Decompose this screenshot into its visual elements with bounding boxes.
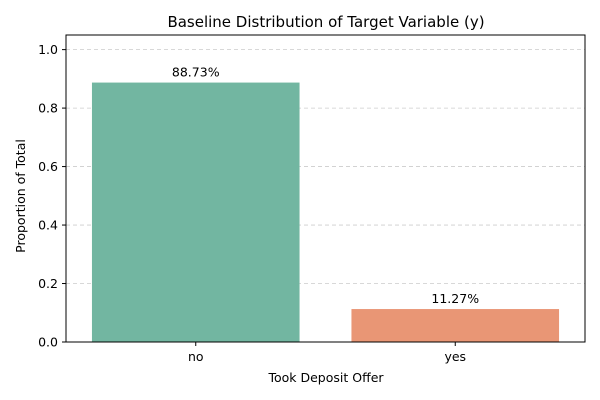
y-tick-label: 0.6 xyxy=(38,159,58,174)
y-axis-label: Proportion of Total xyxy=(13,139,28,253)
bars xyxy=(91,82,560,343)
y-tick-label: 0.8 xyxy=(38,101,58,116)
plot-frame xyxy=(65,34,586,343)
x-tick-label-no: no xyxy=(188,349,204,364)
x-tick-label-yes: yes xyxy=(444,349,466,364)
y-tick-label: 0.0 xyxy=(38,335,58,350)
y-tick-label: 0.4 xyxy=(38,218,58,233)
y-tick-label: 0.2 xyxy=(38,276,58,291)
axes: 0.0 0.2 0.4 0.6 0.8 1.0 no yes xyxy=(38,34,586,364)
chart-title: Baseline Distribution of Target Variable… xyxy=(167,13,484,31)
x-axis-label: Took Deposit Offer xyxy=(267,370,384,385)
data-labels: 88.73% 11.27% xyxy=(172,65,479,306)
bar-yes xyxy=(351,309,560,342)
data-label-yes: 11.27% xyxy=(431,291,479,306)
bar-no xyxy=(91,82,300,343)
y-tick-label: 1.0 xyxy=(38,42,58,57)
data-label-no: 88.73% xyxy=(172,65,220,80)
